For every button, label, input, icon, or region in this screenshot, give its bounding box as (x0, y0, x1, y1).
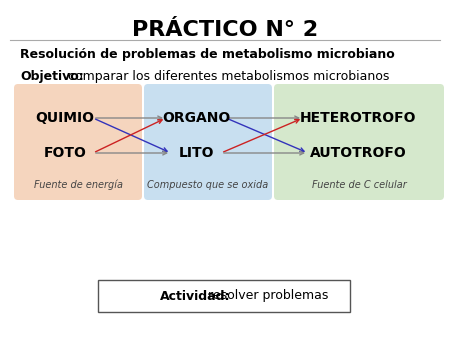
Text: Objetivo:: Objetivo: (20, 70, 84, 83)
FancyBboxPatch shape (274, 84, 444, 200)
Text: PRÁCTICO N° 2: PRÁCTICO N° 2 (132, 20, 318, 40)
Text: Fuente de energía: Fuente de energía (33, 179, 122, 190)
Text: Compuesto que se oxida: Compuesto que se oxida (148, 180, 269, 190)
Text: Actividad:: Actividad: (160, 290, 230, 303)
Text: Fuente de C celular: Fuente de C celular (311, 180, 406, 190)
FancyBboxPatch shape (14, 84, 142, 200)
Text: HETEROTROFO: HETEROTROFO (300, 111, 416, 125)
Text: comparar los diferentes metabolismos microbianos: comparar los diferentes metabolismos mic… (64, 70, 389, 83)
FancyBboxPatch shape (98, 280, 350, 312)
FancyBboxPatch shape (144, 84, 272, 200)
Text: QUIMIO: QUIMIO (36, 111, 94, 125)
Text: resolver problemas: resolver problemas (204, 290, 328, 303)
Text: ORGANO: ORGANO (162, 111, 230, 125)
Text: LITO: LITO (178, 146, 214, 160)
Text: Resolución de problemas de metabolismo microbiano: Resolución de problemas de metabolismo m… (20, 48, 395, 61)
Text: FOTO: FOTO (44, 146, 86, 160)
Text: AUTOTROFO: AUTOTROFO (310, 146, 406, 160)
